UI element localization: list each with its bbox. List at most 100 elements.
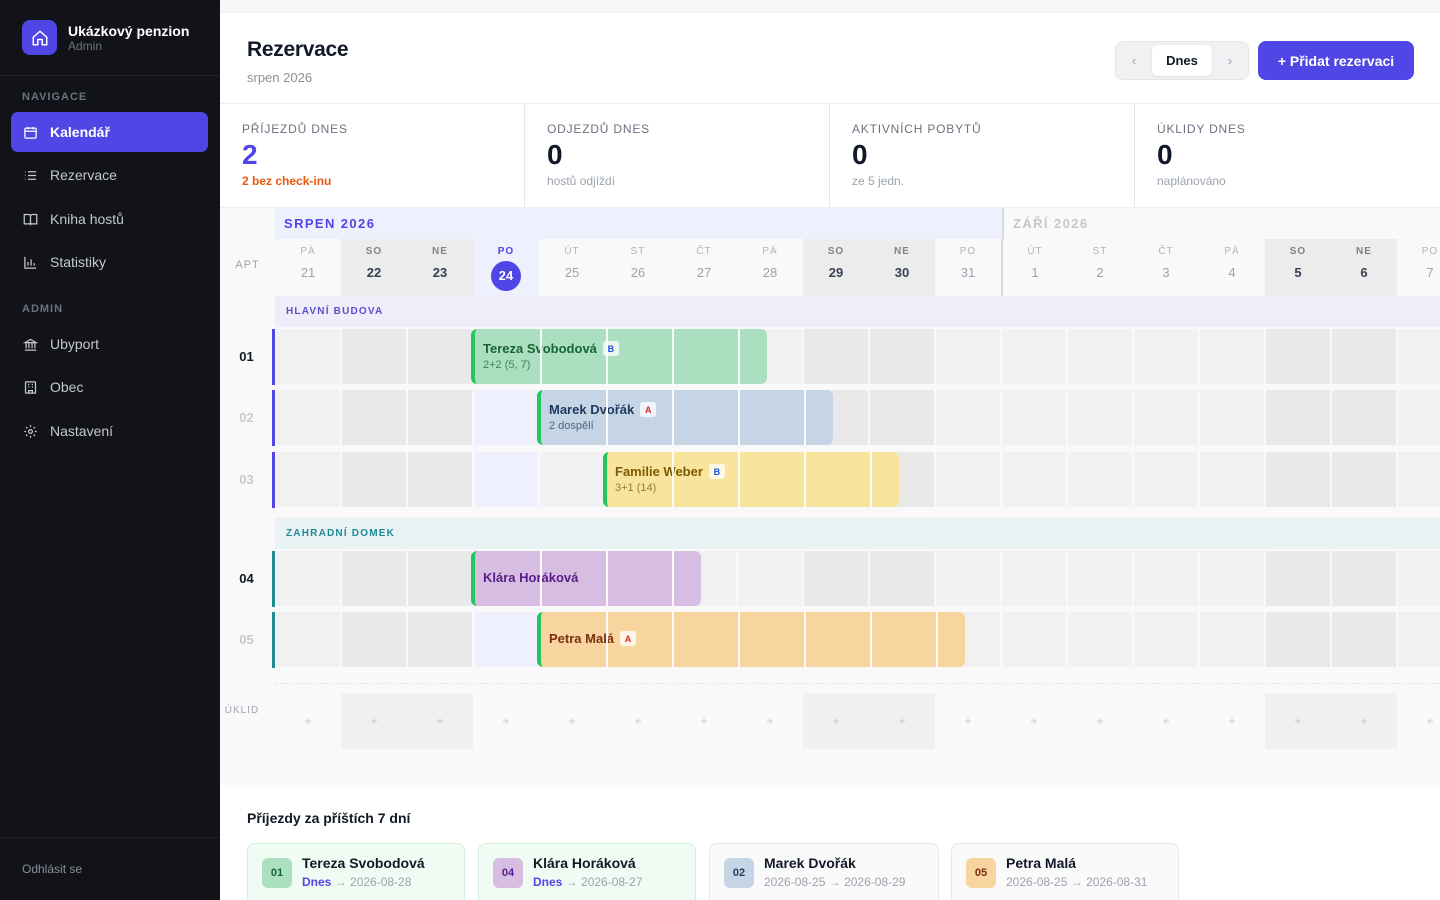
cleaning-add-cell[interactable]: + [1030, 714, 1038, 728]
cleaning-add-cell[interactable]: + [634, 714, 642, 728]
calendar-cell[interactable] [342, 452, 406, 507]
calendar-cell[interactable] [408, 329, 472, 384]
day-header[interactable]: PO 24 [473, 239, 539, 296]
day-header[interactable]: ČT 27 [671, 239, 737, 296]
calendar-cell[interactable] [1068, 390, 1132, 445]
cleaning-add-cell[interactable]: + [869, 693, 935, 749]
calendar-cell[interactable] [1200, 390, 1264, 445]
calendar-cell[interactable] [936, 390, 1000, 445]
day-header[interactable]: ÚT 1 [1001, 239, 1067, 296]
cleaning-add-cell[interactable]: + [304, 714, 312, 728]
sidebar-item-kniha-hostu[interactable]: Kniha hostů [11, 199, 208, 239]
calendar-cell[interactable] [276, 390, 340, 445]
add-reservation-button[interactable]: + Přidat rezervaci [1258, 41, 1414, 80]
calendar-cell[interactable] [804, 329, 868, 384]
calendar-cell[interactable] [1266, 551, 1330, 606]
booking-block[interactable]: Petra Malá A [537, 612, 965, 667]
calendar-cell[interactable] [870, 551, 934, 606]
calendar-cell[interactable] [1068, 551, 1132, 606]
calendar-cell[interactable] [1332, 551, 1396, 606]
calendar-cell[interactable] [1398, 452, 1440, 507]
sidebar-item-ubyport[interactable]: Ubyport [11, 324, 208, 364]
calendar-cell[interactable] [804, 551, 868, 606]
cleaning-add-cell[interactable]: + [1096, 714, 1104, 728]
calendar-cell[interactable] [1002, 452, 1066, 507]
calendar-cell[interactable] [738, 551, 802, 606]
day-header[interactable]: SO 29 [803, 239, 869, 296]
day-header[interactable]: NE 23 [407, 239, 473, 296]
cleaning-add-cell[interactable]: + [1162, 714, 1170, 728]
booking-block[interactable]: Marek Dvořák A 2 dospělí [537, 390, 833, 445]
cleaning-add-cell[interactable]: + [1265, 693, 1331, 749]
calendar-cell[interactable] [1266, 452, 1330, 507]
cleaning-add-cell[interactable]: + [1331, 693, 1397, 749]
calendar-cell[interactable] [1002, 390, 1066, 445]
cleaning-add-cell[interactable]: + [803, 693, 869, 749]
calendar-cell[interactable] [342, 390, 406, 445]
calendar-cell[interactable] [936, 452, 1000, 507]
prev-button[interactable]: ‹ [1131, 53, 1137, 68]
calendar-cell[interactable] [1002, 329, 1066, 384]
day-header[interactable]: ČT 3 [1133, 239, 1199, 296]
calendar-cell[interactable] [408, 551, 472, 606]
arrival-card[interactable]: 02 Marek Dvořák 2026-08-25 → 2026-08-29 [709, 843, 939, 900]
cleaning-add-cell[interactable]: + [766, 714, 774, 728]
logout-link[interactable]: Odhlásit se [0, 837, 220, 900]
brand[interactable]: Ukázkový penzion Admin [0, 0, 220, 76]
calendar-cell[interactable] [1200, 452, 1264, 507]
day-header[interactable]: PO 7 [1397, 239, 1440, 296]
arrival-card[interactable]: 01 Tereza Svobodová Dnes → 2026-08-28 [247, 843, 465, 900]
calendar-cell[interactable] [408, 612, 472, 667]
cleaning-add-cell[interactable]: + [341, 693, 407, 749]
calendar-cell[interactable] [1200, 612, 1264, 667]
calendar-cell[interactable] [1398, 551, 1440, 606]
calendar-cell[interactable] [1134, 452, 1198, 507]
today-button[interactable]: Dnes [1152, 45, 1212, 76]
sidebar-item-obec[interactable]: Obec [11, 367, 208, 407]
calendar-cell[interactable] [342, 612, 406, 667]
calendar-cell[interactable] [1398, 329, 1440, 384]
day-header[interactable]: ST 26 [605, 239, 671, 296]
calendar-cell[interactable] [1068, 612, 1132, 667]
booking-block[interactable]: Tereza Svobodová B 2+2 (5, 7) [471, 329, 767, 384]
calendar-cell[interactable] [1332, 329, 1396, 384]
calendar-cell[interactable] [870, 390, 934, 445]
cleaning-add-cell[interactable]: + [568, 714, 576, 728]
calendar-cell[interactable] [1332, 452, 1396, 507]
calendar-cell[interactable] [1134, 390, 1198, 445]
cleaning-add-cell[interactable]: + [1228, 714, 1236, 728]
calendar-cell[interactable] [540, 452, 604, 507]
calendar-cell[interactable] [474, 612, 538, 667]
day-header[interactable]: PÁ 4 [1199, 239, 1265, 296]
day-header[interactable]: NE 30 [869, 239, 935, 296]
sidebar-item-rezervace[interactable]: Rezervace [11, 155, 208, 195]
day-header[interactable]: NE 6 [1331, 239, 1397, 296]
arrival-card[interactable]: 05 Petra Malá 2026-08-25 → 2026-08-31 [951, 843, 1179, 900]
calendar-cell[interactable] [474, 452, 538, 507]
calendar-cell[interactable] [408, 390, 472, 445]
day-header[interactable]: SO 22 [341, 239, 407, 296]
next-button[interactable]: › [1227, 53, 1233, 68]
calendar-cell[interactable] [936, 329, 1000, 384]
calendar-cell[interactable] [1200, 551, 1264, 606]
calendar-cell[interactable] [1002, 612, 1066, 667]
calendar-cell[interactable] [1266, 390, 1330, 445]
calendar-cell[interactable] [1398, 390, 1440, 445]
calendar-cell[interactable] [1134, 612, 1198, 667]
calendar-cell[interactable] [474, 390, 538, 445]
cleaning-add-cell[interactable]: + [407, 693, 473, 749]
cleaning-add-cell[interactable]: + [700, 714, 708, 728]
calendar-cell[interactable] [936, 551, 1000, 606]
calendar-cell[interactable] [342, 329, 406, 384]
calendar-cell[interactable] [1266, 612, 1330, 667]
arrival-card[interactable]: 04 Klára Horáková Dnes → 2026-08-27 [478, 843, 696, 900]
calendar-cell[interactable] [408, 452, 472, 507]
calendar-cell[interactable] [1332, 390, 1396, 445]
calendar-cell[interactable] [276, 452, 340, 507]
sidebar-item-statistiky[interactable]: Statistiky [11, 242, 208, 282]
calendar-cell[interactable] [1266, 329, 1330, 384]
day-header[interactable]: ÚT 25 [539, 239, 605, 296]
calendar-cell[interactable] [1134, 329, 1198, 384]
booking-block[interactable]: Klára Horáková [471, 551, 701, 606]
calendar-cell[interactable] [1068, 452, 1132, 507]
